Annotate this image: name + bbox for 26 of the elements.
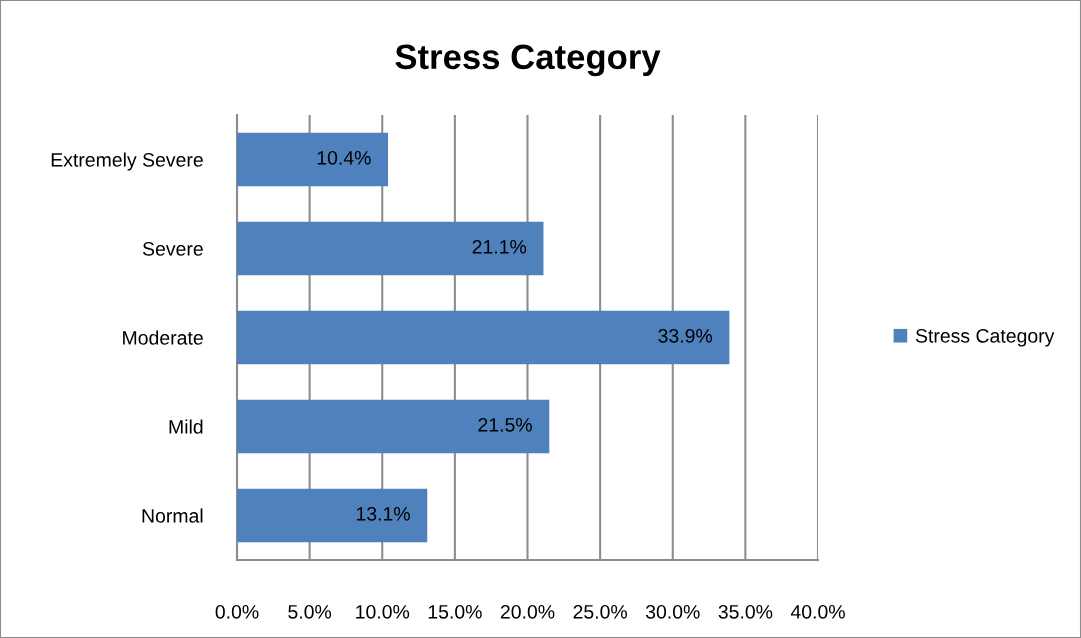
x-tick-label: 5.0%: [288, 604, 332, 619]
x-tick-label: 15.0%: [428, 604, 482, 619]
data-label: 33.9%: [658, 328, 713, 343]
data-label: 13.1%: [356, 506, 410, 521]
y-tick-label: Extremely Severe: [51, 152, 203, 171]
x-tick-label: 35.0%: [718, 604, 773, 619]
y-tick-label: Severe: [142, 241, 203, 256]
x-tick-label: 40.0%: [790, 604, 845, 619]
legend-label: Stress Category: [915, 328, 1055, 347]
x-tick-label: 10.0%: [356, 604, 410, 619]
data-label: 21.5%: [478, 417, 532, 432]
y-tick-label: Normal: [142, 508, 203, 523]
bar: [237, 132, 389, 187]
bar: [237, 488, 428, 543]
bar: [237, 399, 550, 454]
data-label: 21.1%: [472, 239, 527, 254]
y-tick-label: Mild: [169, 419, 203, 434]
bar: [237, 221, 544, 276]
data-label: 10.4%: [317, 150, 371, 165]
x-tick-label: 0.0%: [215, 604, 259, 619]
x-tick-label: 30.0%: [645, 604, 700, 619]
x-tick-label: 20.0%: [500, 604, 555, 619]
bar: [237, 310, 730, 365]
x-tick-label: 25.0%: [573, 604, 627, 619]
y-tick-label: Moderate: [123, 330, 203, 345]
chart-title: Stress Category: [395, 44, 661, 77]
